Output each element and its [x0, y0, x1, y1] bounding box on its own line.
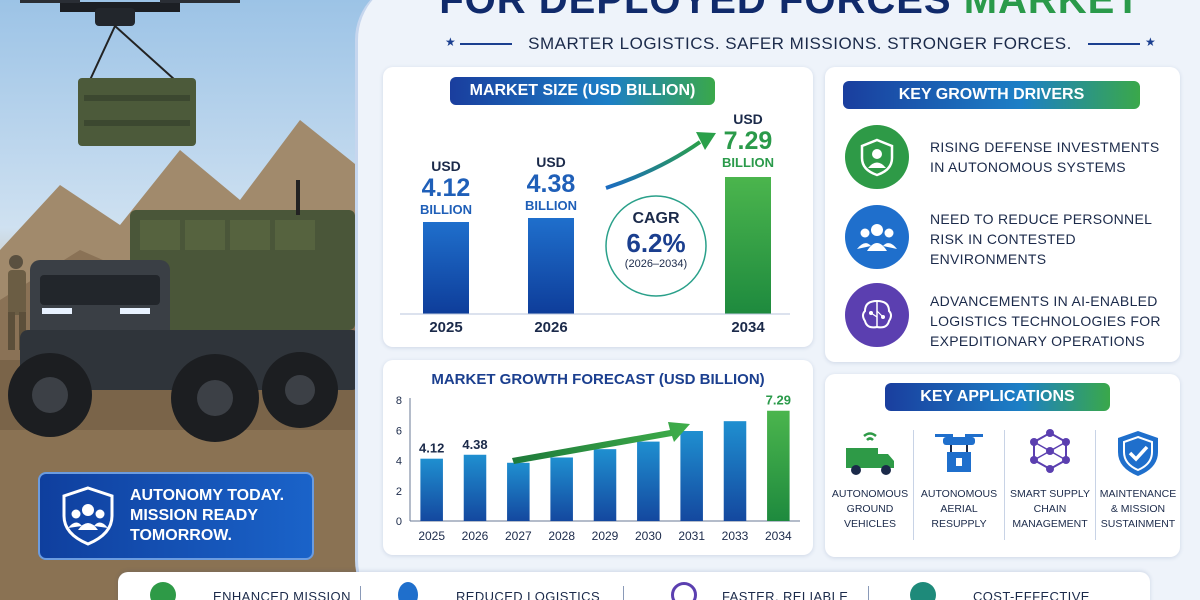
driver-line: RISK IN CONTESTED	[930, 231, 1076, 247]
size-currency: USD	[536, 154, 566, 170]
stopwatch-icon	[671, 582, 697, 600]
app-divider	[913, 430, 914, 540]
size-value: 4.38	[526, 170, 576, 198]
shield-people-icon	[62, 486, 114, 546]
driver-line: IN AUTONOMOUS SYSTEMS	[930, 159, 1126, 175]
app-label: AUTONOMOUS AERIAL RESUPPLY	[920, 488, 998, 530]
page-title-accent: MARKET	[963, 0, 1141, 22]
size-unit: BILLION	[420, 202, 472, 217]
drone-graphic	[20, 0, 240, 146]
benefit-1: ENHANCED MISSION	[213, 589, 351, 600]
soldier-graphic	[8, 255, 26, 350]
person-icon	[398, 582, 418, 600]
app-divider	[1095, 430, 1096, 540]
size-value: 4.12	[421, 174, 471, 202]
benefits-strip: ENHANCED MISSION REDUCED LOGISTICS FASTE…	[118, 572, 1150, 600]
page-title-main: FOR DEPLOYED FORCES	[439, 0, 964, 22]
autonomy-badge-text: AUTONOMY TODAY. MISSION READY TOMORROW.	[130, 487, 285, 544]
benefit-3: FASTER, RELIABLE	[722, 589, 849, 600]
market-size-heading: MARKET SIZE (USD BILLION)	[450, 77, 715, 105]
driver-line: EXPEDITIONARY OPERATIONS	[930, 333, 1145, 349]
benefit-2: REDUCED LOGISTICS	[456, 589, 601, 600]
app-ground-vehicles: AUTONOMOUS GROUND VEHICLES	[828, 428, 912, 532]
strip-divider	[360, 586, 361, 600]
size-label-2026: USD 4.38 BILLION	[511, 154, 591, 213]
hero-illustration	[0, 0, 375, 600]
size-label-2025: USD 4.12 BILLION	[406, 158, 486, 217]
applications-heading: KEY APPLICATIONS	[885, 383, 1110, 411]
size-unit: BILLION	[525, 198, 577, 213]
driver-line: ENVIRONMENTS	[930, 251, 1047, 267]
driver-line: LOGISTICS TECHNOLOGIES FOR	[930, 313, 1161, 329]
page-subtitle: SMARTER LOGISTICS. SAFER MISSIONS. STRON…	[528, 34, 1072, 53]
driver-line: RISING DEFENSE INVESTMENTS	[930, 139, 1160, 155]
driver-line: ADVANCEMENTS IN AI-ENABLED	[930, 293, 1158, 309]
size-year-2025: 2025	[429, 319, 463, 336]
ai-brain-icon	[845, 283, 909, 347]
size-currency: USD	[431, 158, 461, 174]
page-title: FOR DEPLOYED FORCES MARKET	[400, 0, 1180, 23]
header-rule-right	[1088, 43, 1140, 45]
cagr-badge: CAGR 6.2% (2026–2034)	[606, 210, 706, 270]
shield-check-icon	[1118, 431, 1158, 476]
driver-text-2: NEED TO REDUCE PERSONNEL RISK IN CONTEST…	[930, 209, 1152, 269]
shield-icon	[150, 582, 176, 600]
cagr-value: 6.2%	[626, 228, 686, 258]
app-supply-chain: SMART SUPPLY CHAIN MANAGEMENT	[1008, 428, 1092, 532]
star-icon: ★	[445, 35, 456, 49]
app-label: AUTONOMOUS GROUND VEHICLES	[831, 488, 909, 530]
star-icon: ★	[1145, 35, 1156, 49]
people-icon	[845, 205, 909, 269]
driver-text-1: RISING DEFENSE INVESTMENTS IN AUTONOMOUS…	[930, 137, 1160, 177]
size-year-2034: 2034	[731, 319, 765, 336]
drivers-heading: KEY GROWTH DRIVERS	[843, 81, 1140, 109]
forecast-card	[383, 360, 813, 555]
forecast-title: MARKET GROWTH FORECAST (USD BILLION)	[431, 371, 765, 388]
size-label-2034: USD 7.29 BILLION	[708, 111, 788, 170]
cagr-label: CAGR	[632, 210, 680, 227]
app-label: SMART SUPPLY CHAIN MANAGEMENT	[1010, 488, 1090, 530]
size-year-2026: 2026	[534, 319, 568, 336]
shield-person-icon	[845, 125, 909, 189]
strip-divider	[623, 586, 624, 600]
ground-vehicle-icon	[846, 432, 894, 475]
ground-vehicle-graphic	[8, 180, 360, 442]
size-value: 7.29	[723, 127, 773, 155]
benefit-4: COST-EFFECTIVE	[973, 589, 1090, 600]
header-rule-left	[460, 43, 512, 45]
size-unit: BILLION	[722, 155, 774, 170]
strip-divider	[868, 586, 869, 600]
autonomy-badge: AUTONOMY TODAY. MISSION READY TOMORROW.	[38, 472, 314, 560]
dollar-icon	[910, 582, 936, 600]
app-label: MAINTENANCE & MISSION SUSTAINMENT	[1099, 488, 1177, 530]
driver-text-3: ADVANCEMENTS IN AI-ENABLED LOGISTICS TEC…	[930, 291, 1161, 351]
app-divider	[1004, 430, 1005, 540]
cagr-period: (2026–2034)	[624, 258, 688, 270]
driver-line: NEED TO REDUCE PERSONNEL	[930, 211, 1153, 227]
network-icon	[1030, 429, 1070, 473]
hero-photo	[0, 0, 375, 600]
drone-icon	[935, 434, 983, 472]
app-maintenance: MAINTENANCE & MISSION SUSTAINMENT	[1096, 428, 1180, 532]
size-currency: USD	[733, 111, 763, 127]
app-aerial-resupply: AUTONOMOUS AERIAL RESUPPLY	[917, 428, 1001, 532]
